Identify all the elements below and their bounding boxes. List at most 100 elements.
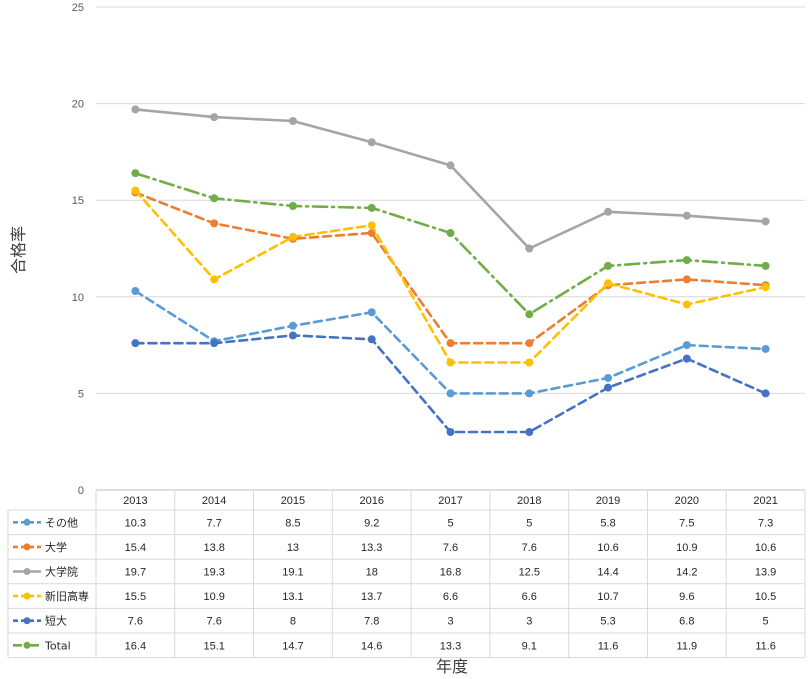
legend-marker xyxy=(23,641,31,649)
table-cell-value: 7.6 xyxy=(443,542,458,554)
table-cell-value: 5.8 xyxy=(600,517,615,529)
x-category-label: 2015 xyxy=(281,495,305,507)
data-point xyxy=(525,339,534,348)
table-cell-value: 3 xyxy=(447,616,453,628)
y-tick-label: 10 xyxy=(72,292,84,304)
data-point xyxy=(525,244,534,253)
data-point xyxy=(131,339,140,348)
legend-marker xyxy=(23,592,31,600)
data-point xyxy=(604,373,613,382)
table-cell-value: 14.4 xyxy=(597,567,618,579)
table-cell-value: 6.8 xyxy=(679,616,694,628)
data-point xyxy=(525,428,534,437)
data-point xyxy=(761,217,770,226)
x-category-label: 2019 xyxy=(596,495,620,507)
legend-marker xyxy=(23,518,31,526)
data-point xyxy=(367,203,376,212)
series-line xyxy=(134,334,767,434)
x-category-label: 2014 xyxy=(202,495,226,507)
table-cell-value: 14.6 xyxy=(361,640,382,652)
table-cell-value: 7.5 xyxy=(679,517,694,529)
table-cell-value: 7.8 xyxy=(364,616,379,628)
data-point xyxy=(367,221,376,230)
data-point xyxy=(288,116,297,125)
table-cell-value: 14.7 xyxy=(282,640,303,652)
legend-label: その他 xyxy=(45,516,78,529)
data-point xyxy=(131,287,140,296)
x-axis-title: 年度 xyxy=(436,657,468,676)
data-point xyxy=(367,335,376,344)
legend-marker xyxy=(23,617,31,625)
legend-label: 大学院 xyxy=(45,565,78,579)
data-point xyxy=(682,275,691,284)
x-category-label: 2017 xyxy=(438,495,462,507)
data-point xyxy=(604,261,613,270)
table-cell-value: 13.9 xyxy=(755,567,776,579)
table-cell-value: 5 xyxy=(447,517,453,529)
data-point xyxy=(210,339,219,348)
data-point xyxy=(604,383,613,392)
table-cell-value: 19.7 xyxy=(125,567,146,579)
series-line xyxy=(134,171,767,316)
legend-label: Total xyxy=(44,639,71,652)
data-point xyxy=(367,138,376,147)
data-point xyxy=(446,339,455,348)
y-tick-label: 15 xyxy=(72,195,84,207)
data-point xyxy=(525,389,534,398)
data-point xyxy=(210,275,219,284)
table-cell-value: 3 xyxy=(526,616,532,628)
table-cell-value: 5 xyxy=(526,517,532,529)
data-point xyxy=(288,232,297,241)
table-cell-value: 11.6 xyxy=(598,640,619,652)
legend-label: 大学 xyxy=(45,540,67,554)
table-cell-value: 13.3 xyxy=(440,640,461,652)
table-cell-value: 9.1 xyxy=(522,640,537,652)
table-cell-value: 8.5 xyxy=(285,517,300,529)
data-point xyxy=(210,113,219,122)
table-cell-value: 12.5 xyxy=(519,567,540,579)
data-point xyxy=(761,283,770,292)
table-cell-value: 7.6 xyxy=(207,616,222,628)
table-cell-value: 15.5 xyxy=(125,591,146,603)
legend-marker xyxy=(23,543,31,551)
table-cell-value: 10.9 xyxy=(676,542,697,554)
table-cell-value: 19.3 xyxy=(203,567,224,579)
table-cell-value: 10.6 xyxy=(597,542,618,554)
table-cell-value: 7.7 xyxy=(207,517,222,529)
table-cell-value: 9.2 xyxy=(364,517,379,529)
series-line xyxy=(134,108,767,250)
x-category-label: 2021 xyxy=(753,495,777,507)
table-cell-value: 10.7 xyxy=(597,591,618,603)
data-point xyxy=(682,341,691,350)
data-point xyxy=(446,358,455,367)
data-point xyxy=(446,229,455,238)
table-cell-value: 5.3 xyxy=(600,616,615,628)
series-lines xyxy=(131,105,770,437)
table-cell-value: 13.7 xyxy=(361,591,382,603)
data-point xyxy=(682,211,691,220)
y-tick-label: 0 xyxy=(78,485,84,497)
data-point xyxy=(446,389,455,398)
x-category-label: 2013 xyxy=(123,495,147,507)
data-point xyxy=(761,389,770,398)
table-cell-value: 15.1 xyxy=(203,640,224,652)
table-cell-value: 16.8 xyxy=(440,567,461,579)
table-cell-value: 13.8 xyxy=(203,542,224,554)
table-cell-value: 9.6 xyxy=(679,591,694,603)
table-cell-value: 14.2 xyxy=(676,567,697,579)
data-point xyxy=(446,428,455,437)
data-point xyxy=(210,194,219,203)
table-cell-value: 7.6 xyxy=(522,542,537,554)
data-point xyxy=(131,105,140,114)
y-tick-label: 5 xyxy=(78,388,84,400)
data-point xyxy=(210,219,219,228)
table-cell-value: 13 xyxy=(287,542,299,554)
x-category-label: 2016 xyxy=(359,495,383,507)
data-point xyxy=(367,308,376,317)
data-point xyxy=(288,331,297,340)
data-point xyxy=(446,161,455,170)
table-cell-value: 8 xyxy=(290,616,296,628)
data-point xyxy=(525,310,534,319)
data-point xyxy=(682,300,691,309)
